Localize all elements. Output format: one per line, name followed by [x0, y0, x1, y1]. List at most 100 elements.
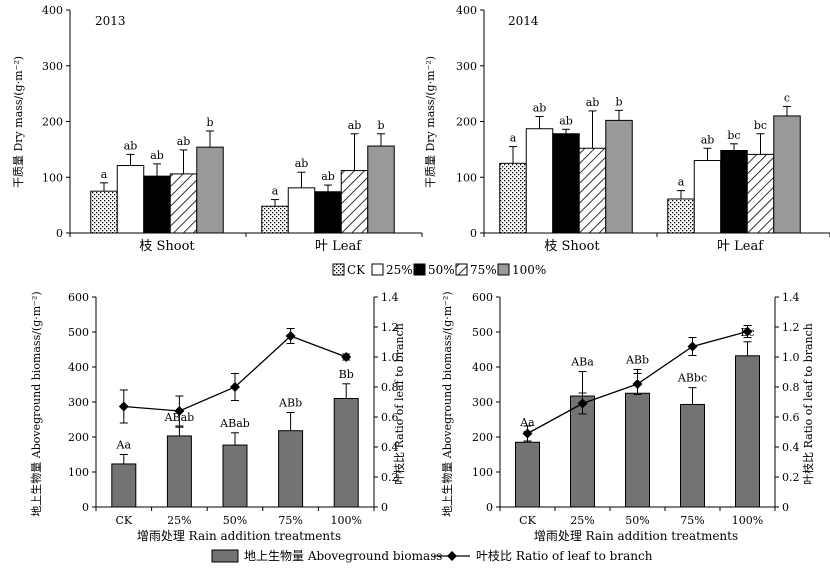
significance-label: bc	[727, 129, 740, 142]
significance-label: b	[377, 119, 384, 132]
significance-label: ABb	[278, 397, 302, 410]
significance-label: ab	[295, 157, 309, 170]
y-tick-label: 0	[486, 501, 493, 514]
biomass-bar	[278, 430, 304, 508]
bar-100	[773, 115, 801, 234]
bar-50	[720, 149, 748, 234]
y2-tick-label: 0.4	[381, 441, 399, 454]
y2-tick-label: 1.4	[381, 291, 399, 304]
y-tick-label: 200	[472, 431, 493, 444]
ratio-marker	[285, 331, 296, 341]
significance-label: ABbc	[677, 372, 707, 385]
bar-50	[143, 175, 171, 234]
y-tick-label: 0	[470, 227, 477, 240]
ratio-marker	[174, 406, 185, 416]
biomass-bar	[625, 392, 650, 508]
bar-25	[116, 165, 145, 234]
significance-label: ab	[559, 114, 573, 127]
biomass-bar	[111, 463, 137, 508]
ratio-marker	[742, 326, 753, 337]
y-tick-label: 400	[42, 4, 63, 17]
bar-100	[196, 146, 224, 234]
significance-label: ABab	[219, 417, 250, 430]
significance-label: ab	[533, 101, 547, 114]
significance-label: ABb	[625, 353, 649, 366]
y-tick-label: 100	[456, 171, 477, 184]
bar-ck	[90, 190, 118, 234]
bar-25	[287, 187, 316, 234]
significance-label: a	[101, 168, 108, 181]
significance-label: ABa	[570, 356, 594, 369]
legend-treatments: CK 25% 50% 75% 100%	[332, 263, 546, 277]
legend-label-biomass: 地上生物量 Aboveground biomass	[244, 549, 442, 563]
y2-tick-label: 0.8	[782, 381, 800, 394]
chart-biomass-left: 0 100 200 300 400 500 600 0 0.2 0.4 0.6 0.8 1.0 1.2 1.…	[29, 291, 406, 543]
y2label-ratio-left: 叶枝比 Ratio of leaf to branch	[392, 323, 406, 485]
plot-area-biomass-left: 0 100 200 300 400 500 600 0 0.2 0.4 0.6 0.8 1.0 1.2 1.…	[68, 291, 399, 527]
legend-label-25: 25%	[386, 263, 413, 277]
y-tick-label: 600	[68, 291, 89, 304]
group-label-shoot: 枝 Shoot	[544, 239, 600, 254]
legend-swatch-ck	[332, 263, 345, 276]
legend-swatch-75	[455, 263, 468, 276]
bar-75	[746, 153, 775, 234]
legend-swatch-100	[497, 263, 510, 276]
ratio-marker	[230, 382, 240, 392]
bar-ck	[499, 162, 527, 234]
legend-swatch-biomass	[211, 549, 239, 563]
significance-label: c	[784, 91, 790, 104]
significance-label: ab	[586, 96, 600, 109]
legend-label-50: 50%	[428, 263, 455, 277]
x-tick-label: 50%	[625, 514, 649, 527]
significance-label: Bb	[339, 368, 354, 381]
year-label-2014: 2014	[508, 14, 539, 28]
y2-tick-label: 0	[782, 501, 789, 514]
significance-label: ab	[348, 119, 362, 132]
xlabel-left: 增雨处理 Rain addition treatments	[137, 529, 341, 543]
legend-marker-ratio	[447, 551, 457, 561]
y-tick-label: 400	[456, 4, 477, 17]
y-tick-label: 100	[68, 466, 89, 479]
bar-100	[605, 119, 633, 234]
bar-25	[525, 128, 554, 234]
y-tick-label: 500	[68, 326, 89, 339]
y-tick-label: 300	[42, 60, 63, 73]
y2-tick-label: 0.2	[381, 471, 399, 484]
biomass-bar	[680, 403, 705, 508]
bar-50	[314, 191, 342, 234]
significance-label: b	[206, 116, 213, 129]
y2-tick-label: 0.2	[782, 471, 800, 484]
significance-label: ab	[701, 133, 715, 146]
bar-75	[340, 170, 369, 234]
y-tick-label: 300	[68, 396, 89, 409]
significance-label: a	[510, 132, 517, 145]
y2-tick-label: 1.0	[782, 351, 800, 364]
y2-tick-label: 0.6	[782, 411, 800, 424]
y-tick-label: 300	[472, 396, 493, 409]
y2-tick-label: 0.4	[782, 441, 800, 454]
y-tick-label: 300	[456, 60, 477, 73]
x-tick-label: 25%	[167, 514, 191, 527]
ratio-marker	[522, 428, 533, 439]
x-tick-label: CK	[519, 514, 536, 527]
bar-ck	[261, 205, 289, 234]
legend-label-75: 75%	[470, 263, 497, 277]
x-tick-label: 100%	[732, 514, 763, 527]
y-tick-label: 400	[472, 361, 493, 374]
y-tick-label: 0	[82, 501, 89, 514]
biomass-bar	[166, 435, 192, 508]
y-tick-label: 600	[472, 291, 493, 304]
legend-swatch-50	[413, 263, 426, 276]
y2-tick-label: 0.8	[381, 381, 399, 394]
biomass-bar	[735, 355, 760, 508]
bar-ck	[667, 198, 695, 234]
legend-label-ck: CK	[347, 263, 366, 277]
biomass-bar	[333, 398, 359, 508]
bar-75	[169, 173, 198, 234]
significance-label: bc	[754, 119, 767, 132]
y-tick-label: 200	[456, 116, 477, 129]
